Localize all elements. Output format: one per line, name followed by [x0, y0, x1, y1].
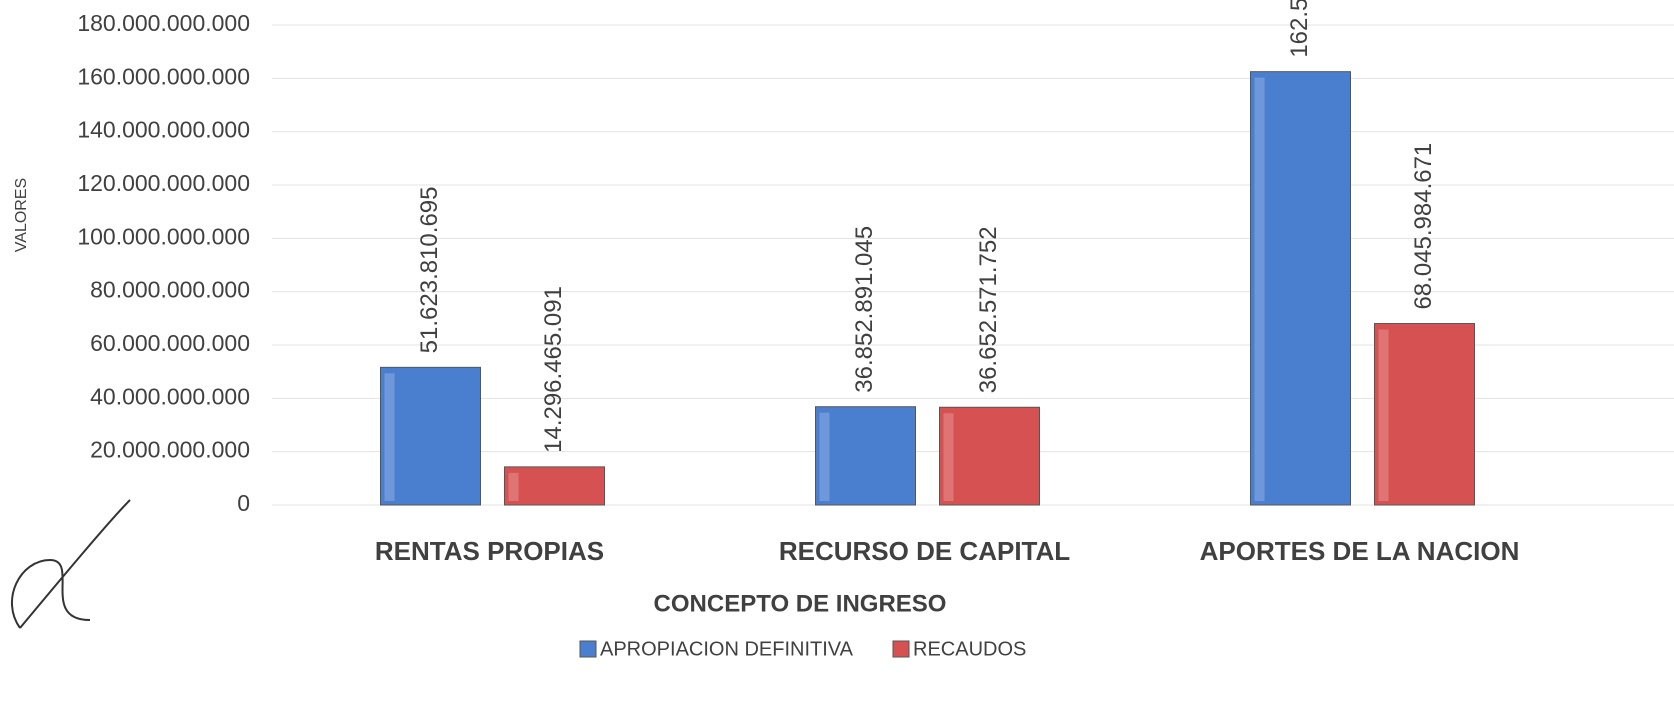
y-tick-label: 60.000.000.000 — [90, 330, 250, 356]
bar-highlight — [384, 373, 395, 501]
x-tick-label: RENTAS PROPIAS — [375, 536, 604, 566]
y-tick-label: 80.000.000.000 — [90, 277, 250, 303]
x-tick-label: RECURSO DE CAPITAL — [779, 536, 1070, 566]
data-label: 36.852.891.045 — [851, 226, 878, 393]
bar-highlight — [508, 472, 519, 501]
y-tick-label: 100.000.000.000 — [77, 223, 250, 249]
x-axis-title: CONCEPTO DE INGRESO — [654, 590, 947, 617]
bar-highlight — [1254, 77, 1265, 502]
y-tick-label: 160.000.000.000 — [77, 63, 250, 89]
legend-swatch — [579, 640, 597, 658]
data-label: 68.045.984.671 — [1410, 143, 1437, 310]
bar — [815, 406, 916, 506]
bar — [1250, 71, 1351, 506]
signature — [10, 499, 131, 629]
data-label: 51.623.810.695 — [416, 187, 443, 354]
y-tick-label: 0 — [237, 490, 250, 516]
y-axis-title: VALORES — [13, 178, 30, 252]
bar — [1374, 323, 1475, 506]
data-label: 36.652.571.752 — [975, 226, 1002, 393]
x-tick-label: APORTES DE LA NACION — [1200, 536, 1520, 566]
bar — [504, 466, 605, 506]
y-tick-label: 20.000.000.000 — [90, 437, 250, 463]
data-label: 14.296.465.091 — [540, 286, 567, 453]
y-tick-label: 120.000.000.000 — [77, 170, 250, 196]
bar — [939, 406, 1040, 506]
legend-label: APROPIACION DEFINITIVA — [600, 638, 854, 660]
y-tick-label: 40.000.000.000 — [90, 383, 250, 409]
legend-swatch — [892, 640, 910, 658]
bar-highlight — [1378, 329, 1389, 501]
y-tick-label: 180.000.000.000 — [77, 10, 250, 36]
bar-highlight — [943, 413, 954, 501]
y-tick-label: 140.000.000.000 — [77, 117, 250, 143]
legend-label: RECAUDOS — [913, 638, 1026, 660]
bar — [380, 366, 481, 506]
data-label: 162.5 — [1286, 0, 1313, 58]
bar-highlight — [819, 412, 830, 501]
